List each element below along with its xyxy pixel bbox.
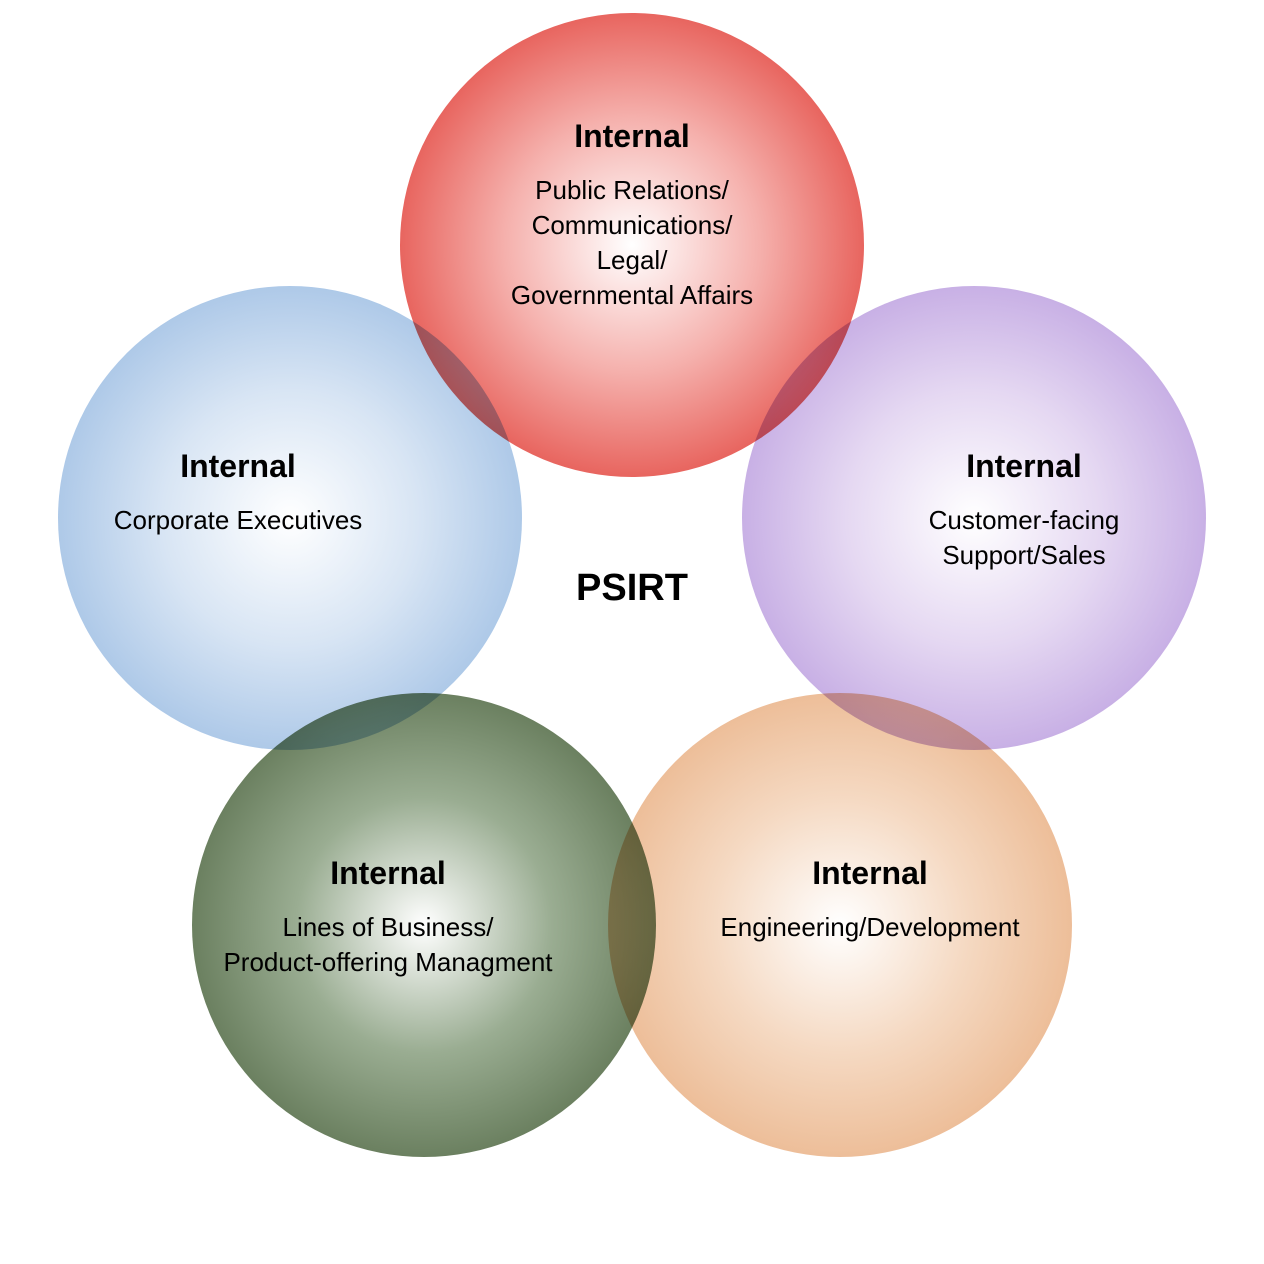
label-lower-left: Internal Lines of Business/Product-offeri… [208, 855, 568, 980]
subtitle-lower-right: Engineering/Development [690, 910, 1050, 945]
title-upper-right: Internal [844, 448, 1204, 485]
subtitle-upper-left: Corporate Executives [58, 503, 418, 538]
label-upper-right: Internal Customer-facing Support/Sales [844, 448, 1204, 573]
label-upper-left: Internal Corporate Executives [58, 448, 418, 538]
subtitle-lower-left: Lines of Business/Product-offering Manag… [208, 910, 568, 980]
title-upper-left: Internal [58, 448, 418, 485]
subtitle-top: Public Relations/Communications/Legal/Go… [452, 173, 812, 313]
label-lower-right: Internal Engineering/Development [690, 855, 1050, 945]
center-label: PSIRT [532, 567, 732, 610]
title-lower-left: Internal [208, 855, 568, 892]
title-lower-right: Internal [690, 855, 1050, 892]
venn-diagram: Internal Public Relations/Communications/… [0, 0, 1264, 1259]
subtitle-upper-right: Customer-facing Support/Sales [844, 503, 1204, 573]
label-top: Internal Public Relations/Communications/… [452, 118, 812, 313]
center-text: PSIRT [576, 567, 688, 609]
title-top: Internal [452, 118, 812, 155]
